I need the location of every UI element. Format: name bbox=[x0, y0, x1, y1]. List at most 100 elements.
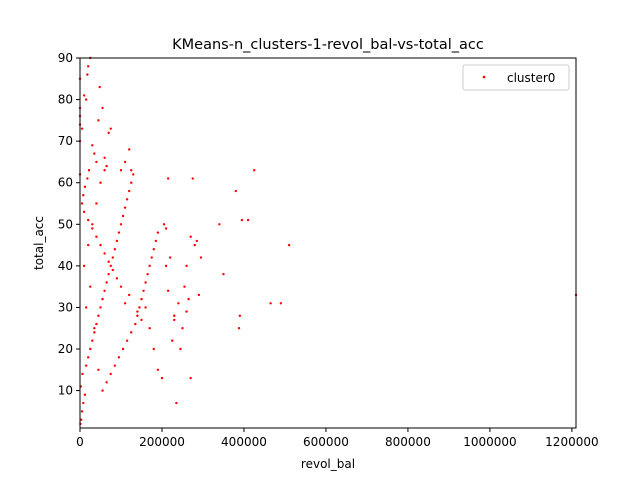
data-point bbox=[101, 389, 104, 392]
data-point bbox=[152, 347, 155, 351]
data-point bbox=[80, 202, 84, 205]
data-point bbox=[166, 289, 170, 293]
legend-box bbox=[462, 64, 570, 91]
y-tick-label: 30 bbox=[58, 300, 73, 314]
data-point bbox=[195, 239, 199, 243]
data-point bbox=[95, 202, 98, 205]
data-point bbox=[84, 98, 88, 101]
data-point bbox=[101, 106, 104, 110]
data-point bbox=[127, 148, 131, 151]
data-point bbox=[87, 243, 90, 247]
data-point bbox=[218, 223, 221, 226]
data-point bbox=[156, 231, 160, 234]
x-tick-label: 0 bbox=[76, 435, 84, 449]
legend-marker-cluster0 bbox=[482, 75, 486, 79]
data-point bbox=[93, 152, 96, 155]
data-point bbox=[185, 264, 188, 268]
data-point bbox=[105, 281, 108, 284]
plot-frame bbox=[79, 57, 577, 429]
data-point bbox=[197, 293, 201, 297]
data-point bbox=[144, 306, 147, 309]
data-point bbox=[134, 322, 137, 326]
data-point bbox=[82, 193, 85, 197]
data-point bbox=[81, 372, 84, 376]
data-point bbox=[189, 235, 192, 238]
data-point bbox=[269, 302, 272, 305]
data-point bbox=[199, 256, 203, 259]
data-point bbox=[93, 331, 96, 334]
data-point bbox=[171, 339, 174, 342]
data-point bbox=[99, 243, 102, 247]
data-point bbox=[109, 127, 112, 130]
data-point bbox=[173, 314, 176, 317]
data-point bbox=[130, 181, 133, 184]
data-point bbox=[86, 177, 89, 180]
x-tick-label: 1200000 bbox=[545, 435, 598, 449]
data-point bbox=[103, 169, 106, 172]
data-point bbox=[117, 231, 121, 234]
data-point bbox=[105, 381, 108, 384]
data-point bbox=[160, 376, 164, 380]
data-point bbox=[193, 243, 196, 247]
data-point bbox=[99, 181, 102, 184]
x-tick-label: 1000000 bbox=[463, 435, 516, 449]
data-point bbox=[185, 310, 188, 313]
data-point bbox=[103, 252, 106, 255]
data-point bbox=[107, 260, 110, 263]
y-tick-label: 10 bbox=[58, 384, 73, 398]
data-point bbox=[83, 185, 87, 189]
data-point bbox=[140, 318, 143, 322]
data-point bbox=[168, 256, 172, 259]
x-tick-label: 400000 bbox=[221, 435, 267, 449]
data-point bbox=[87, 169, 91, 172]
data-point bbox=[107, 272, 110, 276]
data-point bbox=[105, 164, 108, 168]
data-point bbox=[117, 356, 121, 359]
data-point bbox=[189, 376, 192, 380]
data-point bbox=[86, 73, 89, 76]
data-point bbox=[99, 306, 102, 309]
data-point bbox=[148, 264, 151, 268]
y-tick-label: 20 bbox=[58, 342, 73, 356]
data-point bbox=[127, 189, 131, 193]
data-point bbox=[109, 264, 112, 268]
data-point bbox=[119, 285, 123, 288]
data-point bbox=[83, 393, 87, 396]
data-point bbox=[87, 218, 90, 222]
data-point bbox=[191, 177, 194, 180]
data-point bbox=[187, 297, 190, 301]
data-point bbox=[119, 169, 123, 172]
data-point bbox=[154, 239, 158, 243]
data-point bbox=[115, 277, 119, 280]
data-point bbox=[98, 85, 101, 89]
x-axis-title: revol_bal bbox=[301, 457, 355, 471]
data-point bbox=[146, 272, 149, 276]
data-point bbox=[127, 293, 131, 297]
data-point bbox=[130, 331, 133, 334]
data-point bbox=[130, 169, 133, 172]
data-point bbox=[113, 364, 117, 367]
data-point bbox=[103, 156, 106, 159]
data-point bbox=[166, 177, 170, 180]
data-point bbox=[80, 127, 84, 130]
data-point bbox=[162, 223, 166, 226]
data-point bbox=[113, 248, 117, 251]
data-point bbox=[89, 347, 92, 351]
data-point bbox=[93, 327, 96, 330]
data-point bbox=[181, 327, 184, 330]
data-point bbox=[101, 297, 104, 301]
data-point bbox=[138, 306, 141, 309]
x-tick-label: 600000 bbox=[303, 435, 349, 449]
data-point bbox=[279, 302, 283, 305]
data-point bbox=[95, 160, 98, 164]
data-point bbox=[142, 289, 145, 293]
data-point bbox=[136, 314, 139, 317]
data-point bbox=[111, 268, 114, 272]
data-point bbox=[125, 339, 129, 342]
data-point bbox=[115, 239, 119, 243]
data-point bbox=[91, 144, 94, 147]
data-point bbox=[183, 285, 186, 288]
y-tick-label: 70 bbox=[58, 134, 73, 148]
data-point bbox=[123, 302, 127, 305]
